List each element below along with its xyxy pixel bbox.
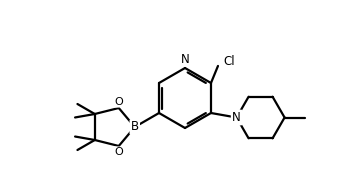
- Text: O: O: [114, 147, 123, 157]
- Text: N: N: [232, 111, 241, 124]
- Text: Cl: Cl: [223, 55, 235, 68]
- Text: B: B: [131, 120, 139, 134]
- Text: O: O: [114, 97, 123, 107]
- Text: N: N: [181, 53, 189, 66]
